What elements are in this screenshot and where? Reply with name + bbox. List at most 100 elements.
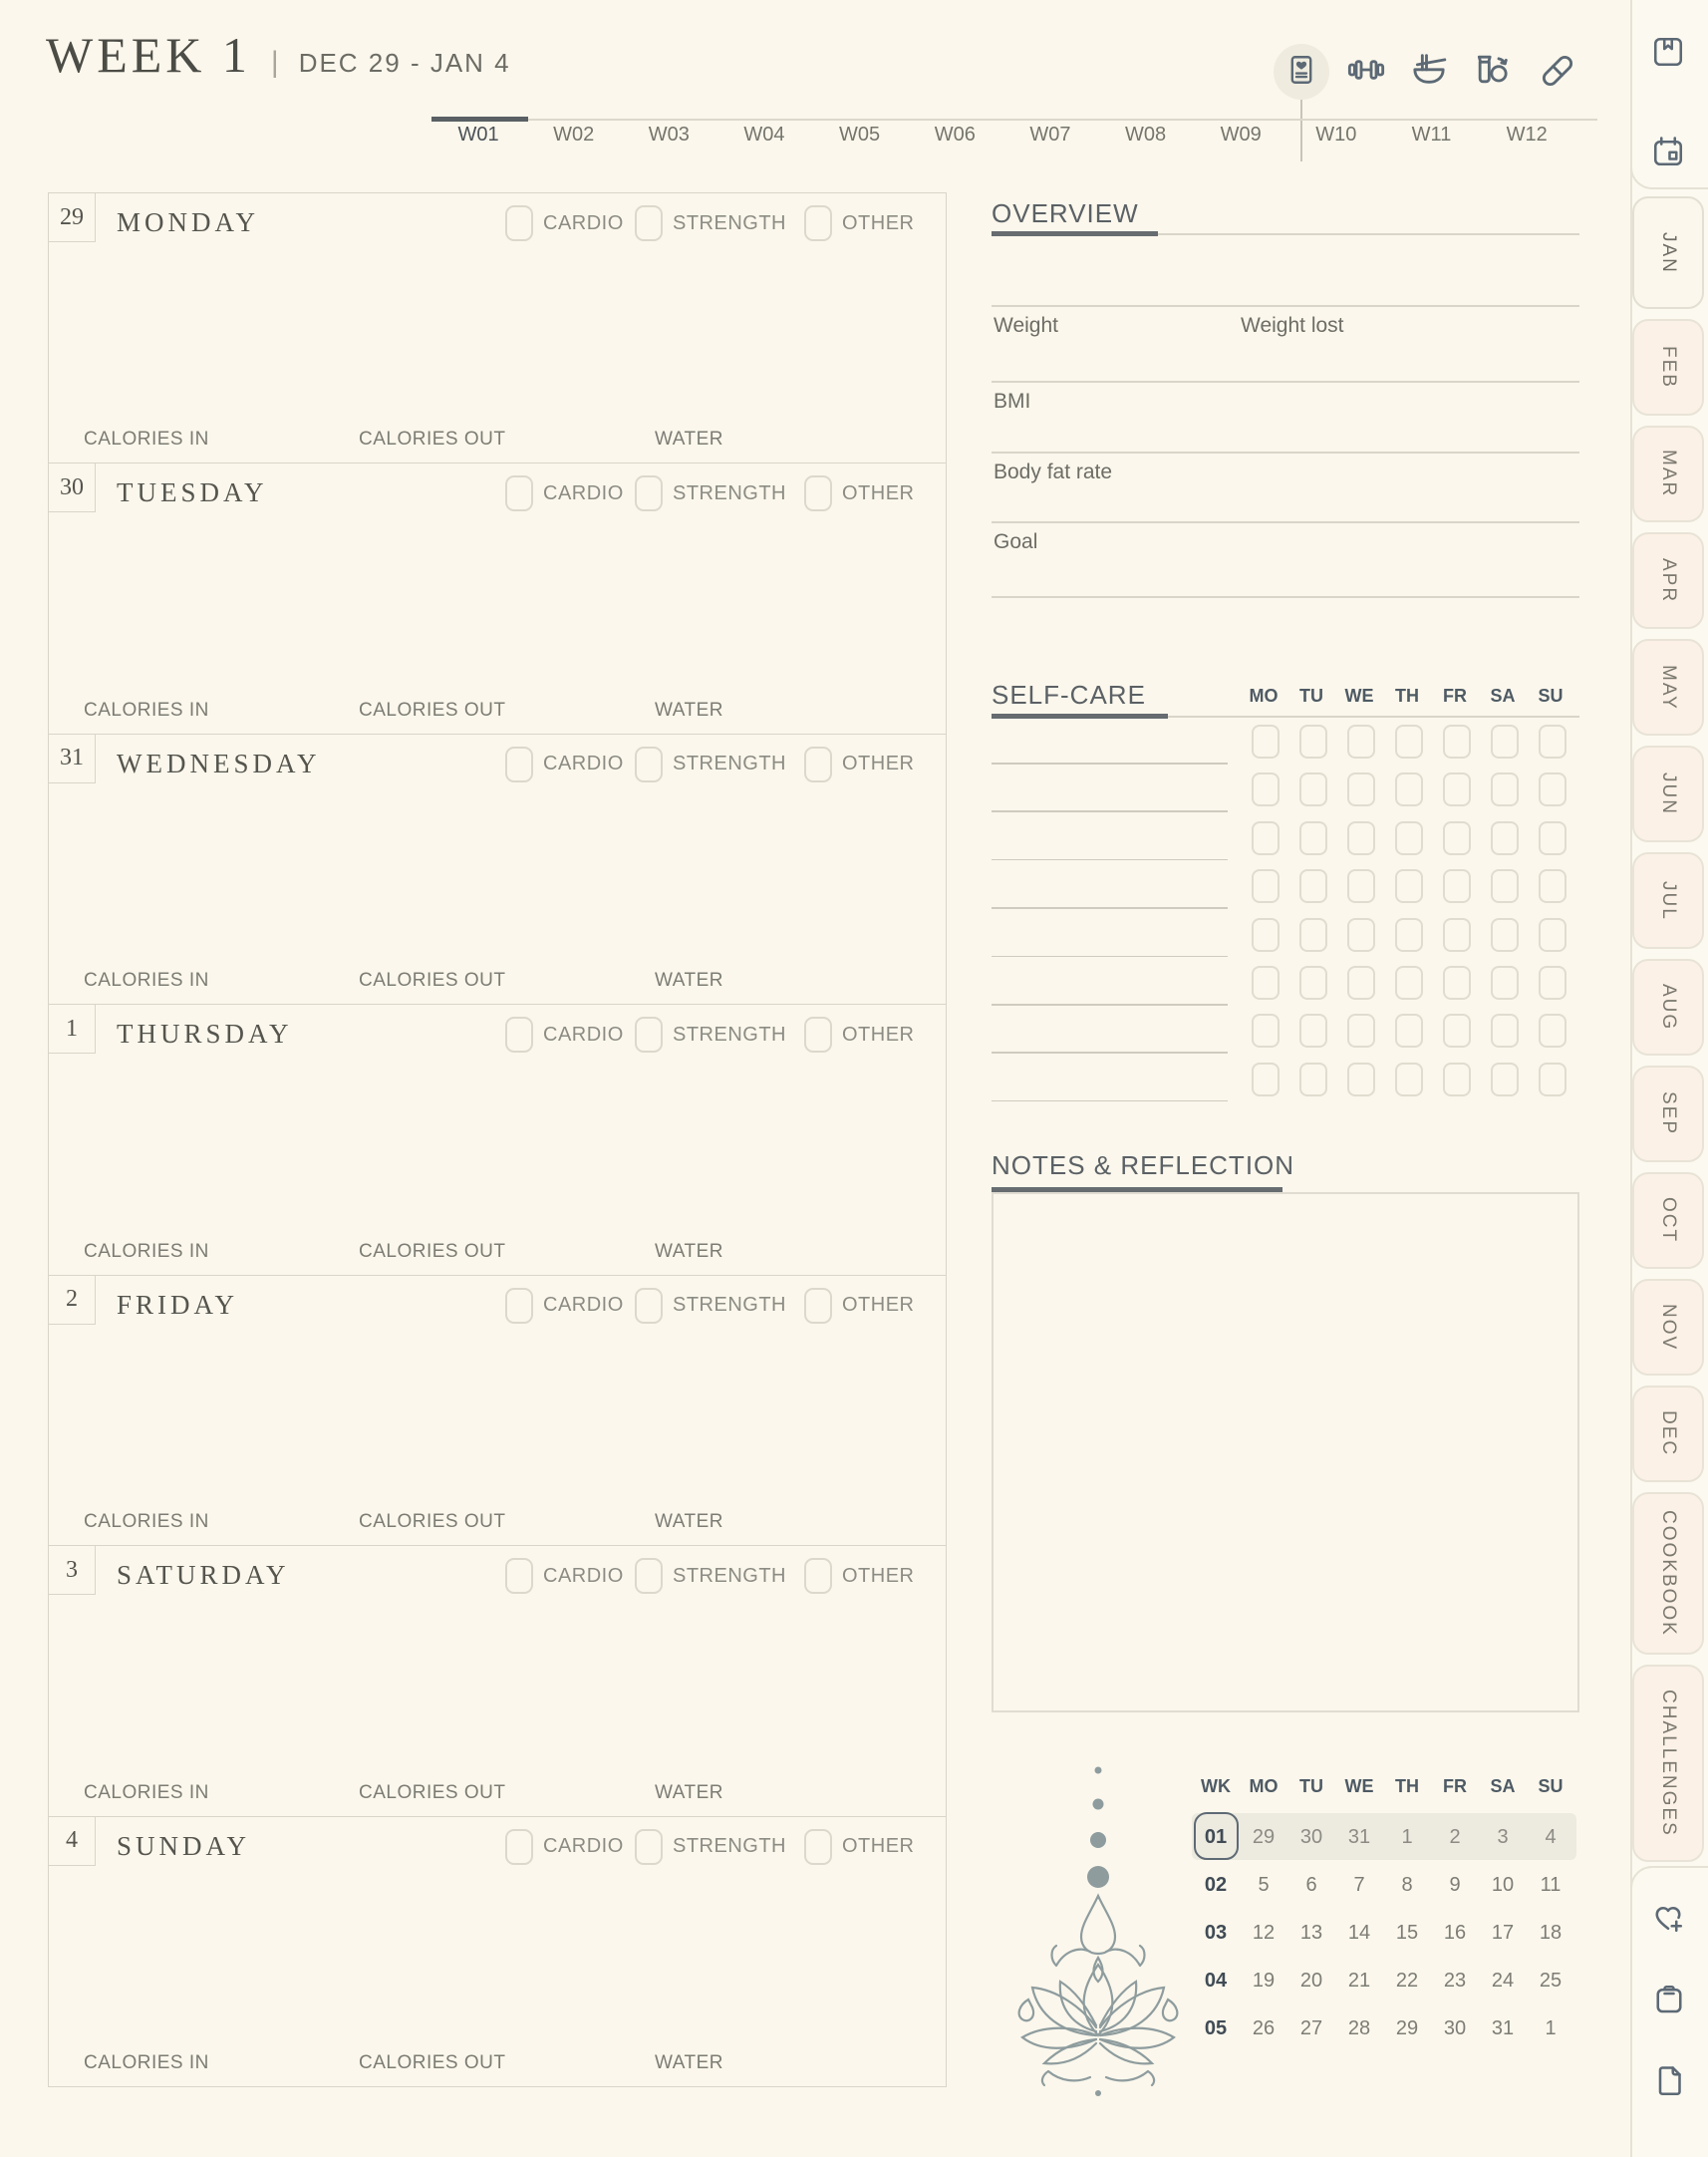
active-icon-circle[interactable] bbox=[1274, 44, 1329, 100]
mini-calendar-date[interactable]: 18 bbox=[1539, 1921, 1563, 1944]
meal-bowl-icon[interactable] bbox=[1409, 49, 1449, 89]
overview-field-line[interactable] bbox=[992, 452, 1579, 454]
self-care-checkbox[interactable] bbox=[1299, 966, 1327, 1000]
sidebar-tab-challenges[interactable]: CHALLENGES bbox=[1632, 1665, 1704, 1862]
self-care-checkbox[interactable] bbox=[1443, 917, 1471, 952]
self-care-checkbox[interactable] bbox=[1395, 725, 1423, 759]
mini-calendar-date[interactable]: 29 bbox=[1252, 1825, 1276, 1848]
self-care-checkbox[interactable] bbox=[1395, 772, 1423, 807]
mini-calendar-date[interactable]: 16 bbox=[1443, 1921, 1467, 1944]
week-tab-w05[interactable]: W05 bbox=[839, 124, 881, 146]
week-tab-w06[interactable]: W06 bbox=[934, 124, 976, 146]
other-checkbox[interactable] bbox=[804, 205, 832, 241]
self-care-checkbox[interactable] bbox=[1539, 917, 1566, 952]
self-care-checkbox[interactable] bbox=[1395, 1014, 1423, 1049]
day-block-friday[interactable]: 2 FRIDAY CARDIO STRENGTH OTHER CALORIES IN CAL… bbox=[49, 1275, 946, 1547]
self-care-checkbox[interactable] bbox=[1299, 869, 1327, 904]
self-care-checkbox[interactable] bbox=[1347, 725, 1375, 759]
dumbbell-icon[interactable] bbox=[1346, 50, 1386, 90]
self-care-checkbox[interactable] bbox=[1347, 1062, 1375, 1096]
self-care-checkbox[interactable] bbox=[1252, 820, 1280, 855]
mini-calendar-date[interactable]: 30 bbox=[1299, 1825, 1323, 1848]
mini-calendar-date[interactable]: 26 bbox=[1252, 2016, 1276, 2039]
mini-calendar-week-05[interactable]: 05 bbox=[1204, 2016, 1228, 2039]
day-block-wednesday[interactable]: 31 WEDNESDAY CARDIO STRENGTH OTHER CALORIES I… bbox=[49, 734, 946, 1006]
self-care-checkbox[interactable] bbox=[1443, 966, 1471, 1000]
sidebar-tab-jun[interactable]: JUN bbox=[1632, 746, 1704, 842]
self-care-habit-line[interactable] bbox=[992, 810, 1228, 812]
other-checkbox[interactable] bbox=[804, 1017, 832, 1054]
mini-calendar-date[interactable]: 9 bbox=[1449, 1873, 1461, 1896]
self-care-checkbox[interactable] bbox=[1347, 917, 1375, 952]
overview-field-line[interactable] bbox=[992, 305, 1579, 307]
mini-calendar-date[interactable]: 28 bbox=[1347, 2016, 1371, 2039]
self-care-checkbox[interactable] bbox=[1491, 869, 1519, 904]
week-tab-w01[interactable]: W01 bbox=[457, 124, 499, 146]
other-checkbox[interactable] bbox=[804, 1558, 832, 1595]
self-care-checkbox[interactable] bbox=[1491, 917, 1519, 952]
other-checkbox[interactable] bbox=[804, 746, 832, 782]
self-care-checkbox[interactable] bbox=[1252, 917, 1280, 952]
sidebar-tab-apr[interactable]: APR bbox=[1632, 532, 1704, 629]
self-care-checkbox[interactable] bbox=[1491, 1014, 1519, 1049]
cardio-checkbox[interactable] bbox=[505, 475, 533, 512]
sidebar-tab-dec[interactable]: DEC bbox=[1632, 1386, 1704, 1482]
self-care-checkbox[interactable] bbox=[1443, 1062, 1471, 1096]
strength-checkbox[interactable] bbox=[635, 1017, 663, 1054]
mini-calendar-date[interactable]: 1 bbox=[1401, 1825, 1413, 1848]
self-care-checkbox[interactable] bbox=[1299, 917, 1327, 952]
self-care-checkbox[interactable] bbox=[1347, 772, 1375, 807]
self-care-checkbox[interactable] bbox=[1252, 725, 1280, 759]
mini-calendar-date[interactable]: 27 bbox=[1299, 2016, 1323, 2039]
calendar-icon[interactable] bbox=[1650, 134, 1686, 169]
mini-calendar-date[interactable]: 23 bbox=[1443, 1969, 1467, 1992]
sidebar-tab-nov[interactable]: NOV bbox=[1632, 1279, 1704, 1376]
mini-calendar-date[interactable]: 31 bbox=[1491, 2016, 1515, 2039]
cardio-checkbox[interactable] bbox=[505, 746, 533, 782]
self-care-checkbox[interactable] bbox=[1395, 966, 1423, 1000]
mini-calendar-date[interactable]: 20 bbox=[1299, 1969, 1323, 1992]
strength-checkbox[interactable] bbox=[635, 1287, 663, 1324]
self-care-checkbox[interactable] bbox=[1539, 725, 1566, 759]
mini-calendar-date[interactable]: 7 bbox=[1353, 1873, 1365, 1896]
self-care-checkbox[interactable] bbox=[1443, 820, 1471, 855]
mini-calendar-date[interactable]: 21 bbox=[1347, 1969, 1371, 1992]
self-care-habit-line[interactable] bbox=[992, 858, 1228, 861]
mini-calendar-date[interactable]: 4 bbox=[1545, 1825, 1557, 1848]
self-care-checkbox[interactable] bbox=[1252, 772, 1280, 807]
mini-calendar-week-01[interactable]: 01 bbox=[1204, 1825, 1228, 1848]
self-care-checkbox[interactable] bbox=[1299, 820, 1327, 855]
mini-calendar-date[interactable]: 30 bbox=[1443, 2016, 1467, 2039]
bookmark-icon[interactable] bbox=[1650, 34, 1686, 70]
mini-calendar-date[interactable]: 31 bbox=[1347, 1825, 1371, 1848]
self-care-checkbox[interactable] bbox=[1395, 1062, 1423, 1096]
self-care-checkbox[interactable] bbox=[1443, 772, 1471, 807]
cardio-checkbox[interactable] bbox=[505, 1558, 533, 1595]
strength-checkbox[interactable] bbox=[635, 1828, 663, 1865]
self-care-checkbox[interactable] bbox=[1539, 772, 1566, 807]
week-tab-w03[interactable]: W03 bbox=[648, 124, 690, 146]
self-care-checkbox[interactable] bbox=[1491, 725, 1519, 759]
self-care-checkbox[interactable] bbox=[1299, 1014, 1327, 1049]
self-care-checkbox[interactable] bbox=[1443, 1014, 1471, 1049]
mini-calendar-date[interactable]: 8 bbox=[1401, 1873, 1413, 1896]
mini-calendar-date[interactable]: 22 bbox=[1395, 1969, 1419, 1992]
self-care-checkbox[interactable] bbox=[1252, 869, 1280, 904]
self-care-habit-line[interactable] bbox=[992, 1099, 1228, 1102]
sidebar-tab-jan[interactable]: JAN bbox=[1632, 196, 1704, 309]
mini-calendar-date[interactable]: 13 bbox=[1299, 1921, 1323, 1944]
self-care-checkbox[interactable] bbox=[1252, 966, 1280, 1000]
week-tab-w11[interactable]: W11 bbox=[1411, 124, 1452, 146]
day-block-thursday[interactable]: 1 THURSDAY CARDIO STRENGTH OTHER CALORIES IN C… bbox=[49, 1005, 946, 1276]
mini-calendar-week-02[interactable]: 02 bbox=[1204, 1873, 1228, 1896]
self-care-checkbox[interactable] bbox=[1395, 820, 1423, 855]
self-care-checkbox[interactable] bbox=[1539, 1062, 1566, 1096]
pill-icon[interactable] bbox=[1538, 51, 1577, 91]
notes-writing-area[interactable] bbox=[992, 1192, 1579, 1712]
self-care-habit-line[interactable] bbox=[992, 1004, 1228, 1006]
self-care-checkbox[interactable] bbox=[1539, 1014, 1566, 1049]
mini-calendar-date[interactable]: 6 bbox=[1305, 1873, 1317, 1896]
other-checkbox[interactable] bbox=[804, 475, 832, 512]
self-care-checkbox[interactable] bbox=[1252, 1062, 1280, 1096]
sidebar-tab-mar[interactable]: MAR bbox=[1632, 426, 1704, 522]
